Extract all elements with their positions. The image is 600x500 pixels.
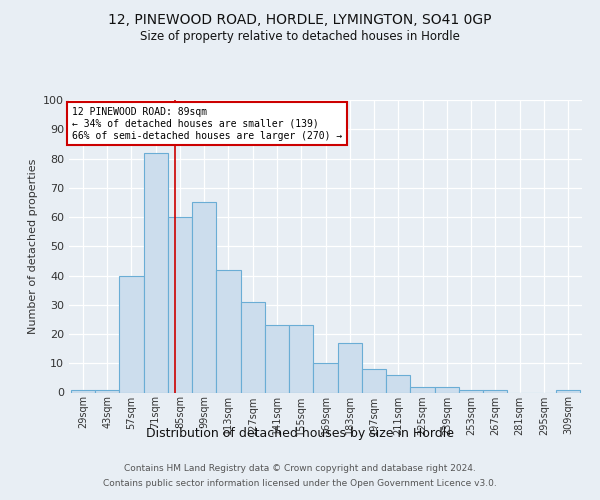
- Bar: [410, 386, 434, 392]
- Bar: [143, 152, 168, 392]
- Text: 12 PINEWOOD ROAD: 89sqm
← 34% of detached houses are smaller (139)
66% of semi-d: 12 PINEWOOD ROAD: 89sqm ← 34% of detache…: [71, 108, 342, 140]
- Text: 12, PINEWOOD ROAD, HORDLE, LYMINGTON, SO41 0GP: 12, PINEWOOD ROAD, HORDLE, LYMINGTON, SO…: [108, 12, 492, 26]
- Bar: [119, 276, 143, 392]
- Bar: [459, 390, 483, 392]
- Bar: [95, 390, 119, 392]
- Bar: [168, 217, 192, 392]
- Bar: [556, 390, 580, 392]
- Bar: [241, 302, 265, 392]
- Bar: [338, 343, 362, 392]
- Bar: [434, 386, 459, 392]
- Bar: [71, 390, 95, 392]
- Bar: [192, 202, 217, 392]
- Y-axis label: Number of detached properties: Number of detached properties: [28, 158, 38, 334]
- Bar: [265, 325, 289, 392]
- Bar: [289, 325, 313, 392]
- Text: Contains public sector information licensed under the Open Government Licence v3: Contains public sector information licen…: [103, 479, 497, 488]
- Bar: [386, 375, 410, 392]
- Text: Size of property relative to detached houses in Hordle: Size of property relative to detached ho…: [140, 30, 460, 43]
- Text: Contains HM Land Registry data © Crown copyright and database right 2024.: Contains HM Land Registry data © Crown c…: [124, 464, 476, 473]
- Text: Distribution of detached houses by size in Hordle: Distribution of detached houses by size …: [146, 428, 454, 440]
- Bar: [362, 369, 386, 392]
- Bar: [483, 390, 508, 392]
- Bar: [217, 270, 241, 392]
- Bar: [313, 363, 338, 392]
